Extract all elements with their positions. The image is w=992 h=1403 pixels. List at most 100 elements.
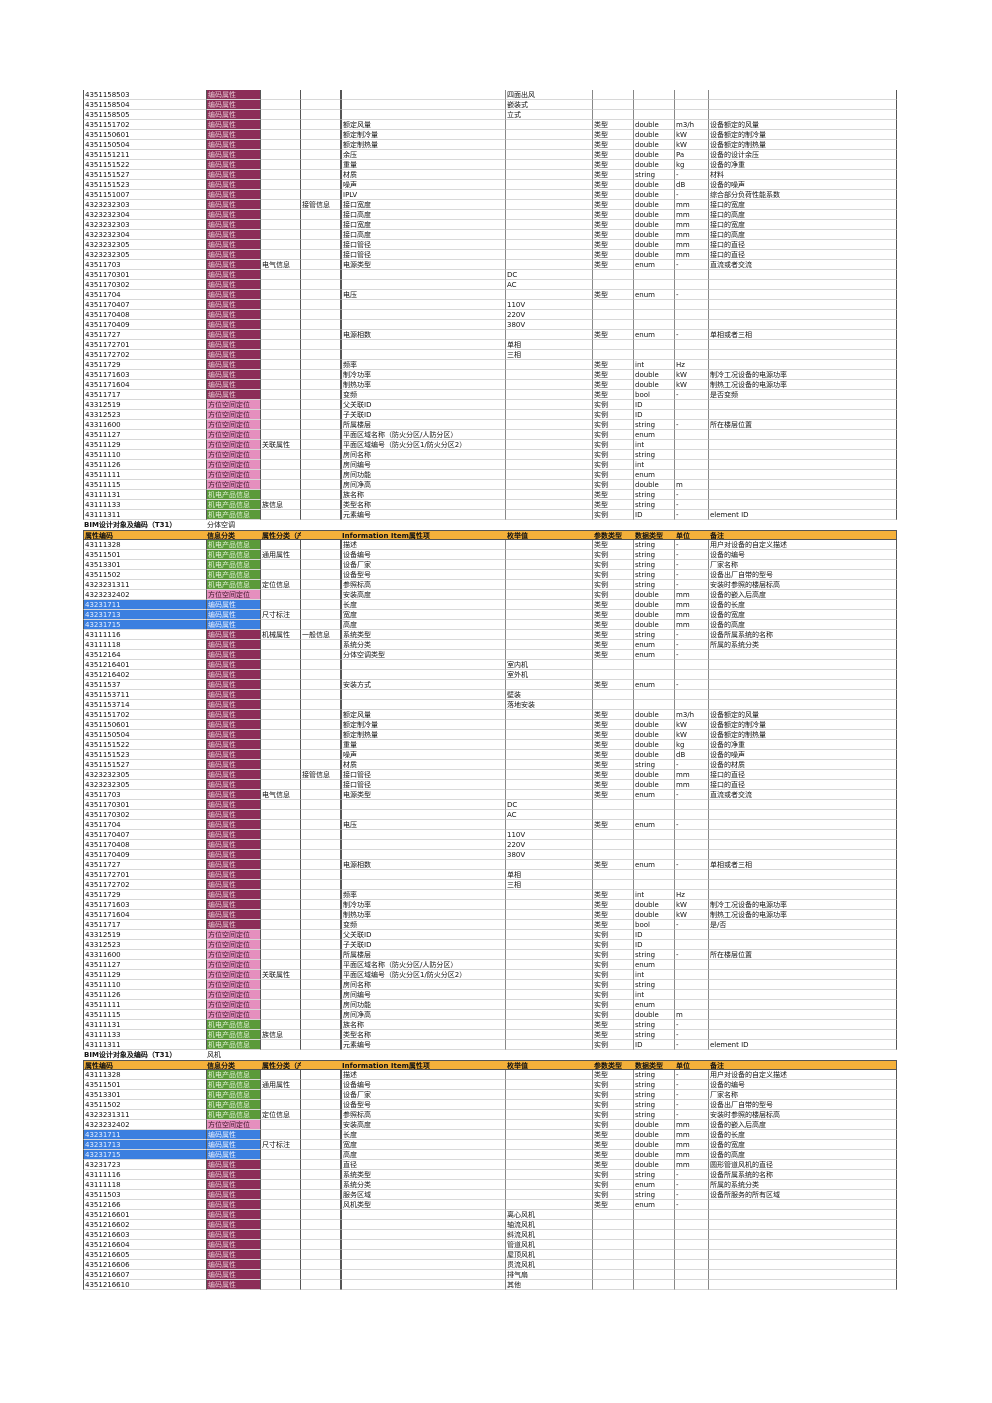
info-item-cell: Information Item属性项 [341, 1060, 506, 1070]
remark-cell: 所属的系统分类 [709, 1180, 897, 1190]
param-type-cell: 类型 [593, 770, 634, 780]
info-item-cell [341, 660, 506, 670]
info-class-cell: 机电产品信息 [206, 560, 261, 570]
attr-class-cell [261, 1130, 301, 1140]
data-type-cell [634, 1210, 675, 1220]
code-cell: 43111328 [83, 540, 206, 550]
attr-class-cell [261, 850, 301, 860]
info-item-cell [341, 100, 506, 110]
table-row: 43511110 方位空间定位 房间名称 实例 string [83, 980, 897, 990]
sub-class-cell [301, 400, 341, 410]
table-row: 43111133 机电产品信息 族信息 类型名称 类型 string - [83, 1030, 897, 1040]
data-type-cell: int [634, 990, 675, 1000]
remark-cell: 圆形管道风机的直径 [709, 1160, 897, 1170]
param-type-cell [593, 300, 634, 310]
unit-cell: - [675, 640, 709, 650]
info-item-cell: 房间功能 [341, 1000, 506, 1010]
table-row: 4351151702 编码属性 额定风量 类型 double m3/h 设备额定的风量 [83, 120, 897, 130]
table-row: 4351150601 编码属性 额定制冷量 类型 double kW 设备额定的制冷量 [83, 720, 897, 730]
remark-cell: 厂家名称 [709, 1090, 897, 1100]
info-item-cell: 接口宽度 [341, 200, 506, 210]
attr-class-cell [261, 660, 301, 670]
info-item-cell: 房间净高 [341, 480, 506, 490]
param-type-cell [593, 1240, 634, 1250]
unit-cell: - [675, 680, 709, 690]
info-class-cell: 编码属性 [206, 260, 261, 270]
sub-class-cell [301, 640, 341, 650]
info-item-cell [341, 1250, 506, 1260]
data-type-cell: string [634, 1080, 675, 1090]
unit-cell: - [675, 860, 709, 870]
info-item-cell: 接口管径 [341, 240, 506, 250]
data-type-cell: enum [634, 650, 675, 660]
table-row: 4351151523 编码属性 噪声 类型 double dB 设备的噪声 [83, 750, 897, 760]
info-class-cell: 方位空间定位 [206, 930, 261, 940]
info-item-cell [341, 270, 506, 280]
code-cell: 4351151523 [83, 750, 206, 760]
code-cell: 4351170407 [83, 300, 206, 310]
sub-class-cell [301, 260, 341, 270]
table-row: 43511537 编码属性 安装方式 类型 enum - [83, 680, 897, 690]
attr-class-cell [261, 240, 301, 250]
sub-class-cell [301, 720, 341, 730]
param-type-cell: 实例 [593, 930, 634, 940]
sub-class-cell [301, 1040, 341, 1050]
table-row: 4351150504 编码属性 额定制热量 类型 double kW 设备额定的制热量 [83, 140, 897, 150]
data-type-cell: double [634, 1140, 675, 1150]
table-row: 43111116 编码属性 机械属性 一般信息 系统类型 类型 string - 设备所属系统的… [83, 630, 897, 640]
sub-class-cell [301, 1020, 341, 1030]
attr-class-cell: 属性分类（产品） [261, 1060, 301, 1070]
remark-cell: 设备的编号 [709, 1080, 897, 1090]
param-type-cell: 实例 [593, 510, 634, 520]
code-cell: 43511704 [83, 820, 206, 830]
attr-class-cell [261, 120, 301, 130]
attr-class-cell: 机械属性 [261, 630, 301, 640]
data-type-cell: double [634, 120, 675, 130]
remark-cell: 接口的直径 [709, 780, 897, 790]
unit-cell [675, 300, 709, 310]
remark-cell: 接口的高度 [709, 210, 897, 220]
param-type-cell: 类型 [593, 630, 634, 640]
enum-value-cell: 斜流风机 [506, 1230, 593, 1240]
info-item-cell: 噪声 [341, 750, 506, 760]
param-type-cell: 类型 [593, 730, 634, 740]
sub-class-cell [301, 1110, 341, 1120]
data-type-cell [634, 110, 675, 120]
unit-cell: kW [675, 900, 709, 910]
enum-value-cell [506, 610, 593, 620]
remark-cell: 设备的长度 [709, 1130, 897, 1140]
table-row: 4351153714 编码属性 落地安装 [83, 700, 897, 710]
info-item-cell [341, 90, 506, 100]
code-cell: 属性编码 [83, 530, 206, 540]
data-type-cell: ID [634, 400, 675, 410]
attr-class-cell [261, 320, 301, 330]
data-type-cell: enum [634, 470, 675, 480]
attr-class-cell [261, 1150, 301, 1160]
unit-cell: mm [675, 1150, 709, 1160]
param-type-cell [593, 810, 634, 820]
attr-class-cell [261, 190, 301, 200]
table-row: 4351172701 编码属性 单相 [83, 870, 897, 880]
info-item-cell: 直径 [341, 1160, 506, 1170]
info-class-cell: 编码属性 [206, 910, 261, 920]
section-title-row: BIM设计对象及编码（T31） 风机 [83, 1050, 897, 1060]
remark-cell: 综合部分负荷性能系数 [709, 190, 897, 200]
sub-class-cell [301, 1000, 341, 1010]
enum-value-cell [506, 580, 593, 590]
table-row: 43511727 编码属性 电源相数 类型 enum - 单相或者三相 [83, 860, 897, 870]
data-type-cell [634, 320, 675, 330]
enum-value-cell [506, 890, 593, 900]
sub-class-cell [301, 940, 341, 950]
remark-cell [709, 500, 897, 510]
unit-cell [675, 980, 709, 990]
code-cell: 4351172701 [83, 340, 206, 350]
code-cell: 4351170409 [83, 850, 206, 860]
info-class-cell: 编码属性 [206, 230, 261, 240]
unit-cell [675, 430, 709, 440]
enum-value-cell: DC [506, 800, 593, 810]
enum-value-cell [506, 230, 593, 240]
sub-class-cell [301, 1070, 341, 1080]
info-class-cell: 编码属性 [206, 700, 261, 710]
code-cell: 43111118 [83, 1180, 206, 1190]
sub-class-cell [301, 780, 341, 790]
